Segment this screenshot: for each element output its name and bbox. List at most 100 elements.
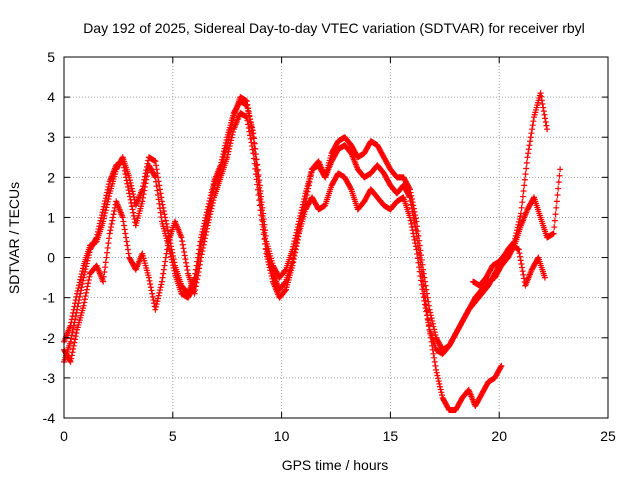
data-point-trace [254, 161, 261, 168]
data-point [541, 274, 548, 281]
y-tick-label: 3 [47, 129, 55, 145]
data-point-trace [412, 243, 419, 250]
data-point-trace [262, 240, 269, 247]
data-point [100, 206, 107, 213]
data-point-trace [253, 176, 260, 183]
data-point-trace [83, 286, 90, 293]
data-point-trace [265, 258, 272, 265]
data-point-trace [163, 220, 170, 227]
data-point-trace [292, 249, 299, 256]
data-point-trace [168, 243, 175, 250]
data-point-trace [82, 293, 89, 300]
data-point-trace [192, 283, 199, 290]
data-point-trace [198, 251, 205, 258]
data-point [204, 206, 211, 213]
data-point-trace [407, 189, 414, 196]
data-point-trace [127, 179, 134, 186]
data-point-trace [230, 129, 237, 136]
data-point [158, 198, 165, 205]
data-point [152, 158, 159, 165]
data-point-trace [124, 242, 131, 249]
data-point-trace [551, 224, 558, 231]
data-point-trace [110, 211, 117, 218]
data-point [178, 234, 185, 241]
data-point-trace [529, 122, 536, 129]
data-point-trace [164, 227, 171, 234]
data-point-trace [256, 197, 263, 204]
data-point-trace [153, 166, 160, 173]
data-point-trace [254, 181, 261, 188]
data-point-trace [146, 277, 153, 284]
data-point-trace [555, 179, 562, 186]
data-point-trace [411, 236, 418, 243]
data-point-trace [210, 181, 217, 188]
data-point-trace [155, 174, 162, 181]
data-point-trace [72, 336, 79, 343]
data-point [515, 246, 522, 253]
x-tick-label: 20 [491, 428, 507, 444]
data-point-trace [72, 333, 79, 340]
data-point-trace [518, 260, 525, 267]
data-point-trace [297, 212, 304, 219]
data-point-trace [555, 185, 562, 192]
data-point-trace [267, 270, 274, 277]
y-tick-label: 5 [47, 49, 55, 65]
data-point-trace [154, 170, 161, 177]
data-point-trace [77, 276, 84, 283]
data-point [537, 90, 544, 97]
data-point-trace [418, 277, 425, 284]
data-point [126, 190, 133, 197]
data-point-trace [70, 306, 77, 313]
data-point-trace [218, 159, 225, 166]
data-point [139, 186, 146, 193]
data-point-trace [247, 135, 254, 142]
data-point-trace [79, 268, 86, 275]
data-point-trace [408, 220, 415, 227]
data-point-trace [81, 296, 88, 303]
data-point-trace [414, 228, 421, 235]
data-point-trace [408, 195, 415, 202]
data-point-trace [68, 316, 75, 323]
data-point-trace [171, 259, 178, 266]
data-point-trace [258, 216, 265, 223]
data-point-trace [201, 220, 208, 227]
data-point [524, 154, 531, 161]
data-point-trace [252, 151, 259, 158]
data-point-trace [427, 309, 434, 316]
data-point-trace [183, 259, 190, 266]
data-point-trace [122, 230, 129, 237]
data-point-trace [541, 111, 548, 118]
data-point [126, 174, 133, 181]
data-point-trace [164, 242, 171, 249]
data-point-trace [102, 195, 109, 202]
data-point [243, 102, 250, 109]
data-point-trace [149, 293, 156, 300]
data-point [413, 246, 420, 253]
data-point-trace [425, 302, 432, 309]
data-point-trace [203, 225, 210, 232]
data-point-trace [252, 145, 259, 152]
data-point-trace [516, 250, 523, 257]
data-point-trace [203, 212, 210, 219]
x-axis-label: GPS time / hours [282, 457, 389, 473]
data-point-trace [68, 319, 75, 326]
data-point-trace [107, 227, 114, 234]
data-point-trace [432, 331, 439, 338]
data-point-trace [424, 315, 431, 322]
data-point [100, 218, 107, 225]
data-point-trace [205, 200, 212, 207]
data-point [198, 254, 205, 261]
data-point-trace [78, 271, 85, 278]
data-point-trace [196, 242, 203, 249]
data-point-trace [256, 177, 263, 184]
data-point-trace [293, 243, 300, 250]
data-point-trace [538, 97, 545, 104]
data-point-trace [180, 245, 187, 252]
y-tick-label: -4 [43, 410, 56, 426]
data-point-trace [421, 274, 428, 281]
y-tick-label: 1 [47, 209, 55, 225]
data-point-trace [518, 204, 525, 211]
data-point-trace [207, 208, 214, 215]
data-point-trace [202, 232, 209, 239]
